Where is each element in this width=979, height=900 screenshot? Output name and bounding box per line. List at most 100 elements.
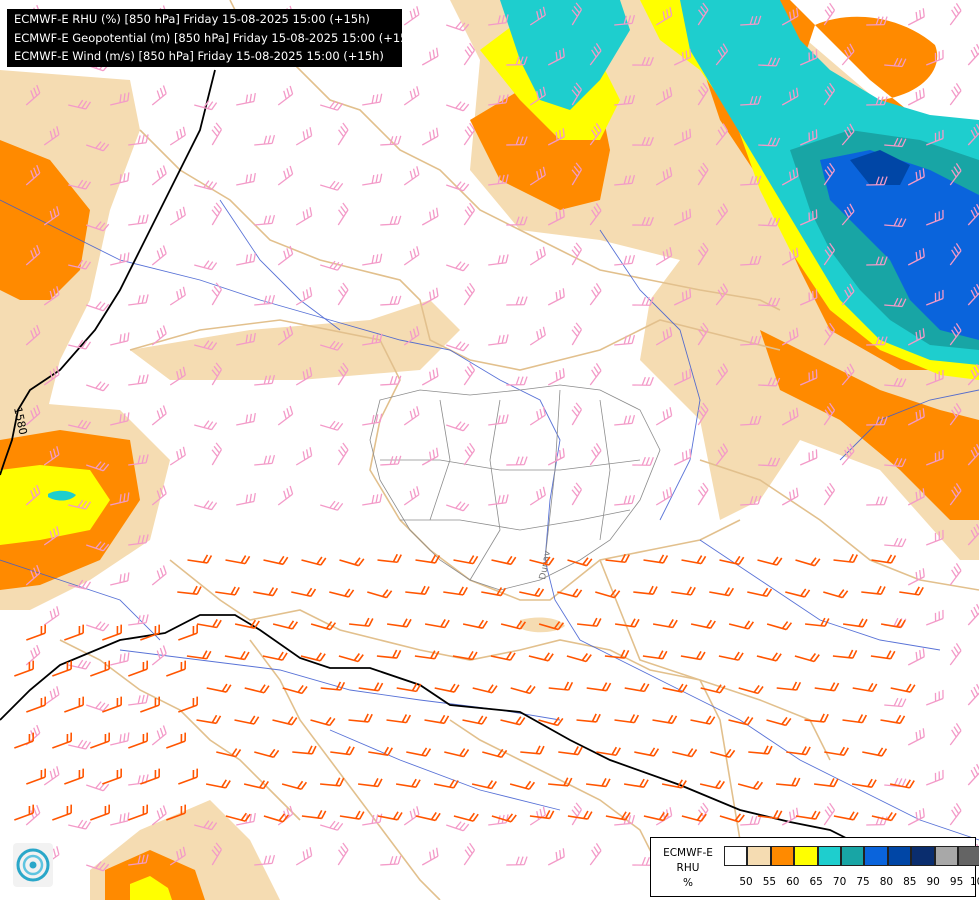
wind-barb: [415, 554, 441, 564]
wind-barb: [571, 402, 583, 426]
wind-barb: [215, 586, 240, 596]
legend-tick-label: 55: [762, 876, 777, 888]
wind-barb: [740, 495, 762, 506]
wind-barb: [547, 128, 565, 146]
wind-barb: [866, 336, 888, 346]
wind-barb: [697, 242, 709, 266]
wind-barb: [781, 807, 799, 826]
wind-barb: [128, 294, 149, 306]
wind-barb: [86, 461, 110, 472]
wind-barb: [102, 624, 123, 641]
wind-barb: [833, 811, 859, 821]
wind-barb: [194, 180, 218, 191]
wind-barb: [310, 716, 336, 727]
wind-barb: [169, 206, 186, 226]
wind-barb: [709, 587, 735, 597]
wind-barb: [715, 283, 729, 306]
wind-barb: [841, 123, 855, 146]
wind-barb: [547, 208, 565, 226]
wind-barbs-light: [25, 2, 979, 872]
wind-barb: [338, 653, 364, 663]
wind-barb: [510, 684, 536, 695]
wind-barb: [605, 553, 630, 564]
wind-barb: [362, 413, 383, 426]
wind-barb: [463, 362, 476, 386]
legend-swatch: [794, 846, 818, 866]
wind-barb: [380, 455, 402, 466]
wind-barb: [110, 492, 130, 506]
wind-barb: [655, 7, 673, 26]
wind-barb: [491, 555, 517, 566]
wind-barb: [52, 804, 73, 821]
wind-barb: [339, 810, 365, 820]
wind-barb: [866, 256, 888, 266]
wind-barb: [254, 294, 276, 306]
wind-barb: [871, 812, 897, 822]
wind-barb: [852, 682, 878, 693]
wind-barb: [330, 746, 355, 756]
wind-barb: [151, 165, 167, 186]
wind-barb: [102, 696, 123, 713]
wind-barb: [362, 493, 383, 506]
wind-barb: [166, 804, 187, 821]
wind-barb: [178, 624, 199, 641]
title-line-rhu: ECMWF-E RHU (%) [850 hPa] Friday 15-08-2…: [14, 12, 370, 26]
wind-barb: [814, 682, 840, 692]
wind-barb: [43, 766, 60, 786]
legend-tick-label: 60: [786, 876, 800, 888]
wind-barb: [589, 283, 602, 306]
wind-barb: [926, 769, 944, 786]
wind-barb: [567, 557, 593, 567]
wind-barb: [263, 813, 289, 823]
wind-barb: [781, 7, 799, 26]
wind-barb: [349, 617, 374, 627]
wind-barb: [421, 447, 439, 466]
wind-barb: [781, 327, 799, 346]
wind-barb: [558, 746, 583, 756]
wind-barb: [673, 368, 692, 386]
wind-barb: [547, 448, 565, 466]
wind-barb: [884, 777, 907, 788]
wind-barb: [907, 248, 925, 266]
wind-barb: [151, 805, 167, 826]
wind-barb: [673, 48, 692, 66]
wind-barb: [740, 815, 762, 826]
wind-barb: [926, 609, 944, 626]
wind-barb: [655, 167, 673, 186]
wind-barb: [452, 650, 478, 661]
wind-barb: [211, 362, 223, 386]
wind-barb: [187, 554, 213, 564]
wind-barb: [224, 650, 250, 661]
wind-barb: [661, 779, 687, 789]
wind-barb: [211, 442, 223, 466]
wind-barb: [434, 683, 460, 693]
wind-barb: [414, 650, 440, 660]
title-line-wind: ECMWF-E Wind (m/s) [850 hPa] Friday 15-0…: [14, 49, 384, 63]
wind-barb: [605, 811, 631, 821]
contour-label-1580: 1580: [11, 406, 30, 436]
wind-barb: [380, 215, 402, 226]
wind-barb: [766, 716, 792, 727]
wind-barb: [841, 203, 855, 226]
wind-barb: [421, 207, 439, 226]
wind-barb: [949, 163, 962, 186]
wind-barb: [614, 94, 636, 106]
legend-tick-label: 65: [809, 876, 823, 888]
wind-barb: [453, 555, 479, 565]
wind-barb: [424, 619, 450, 629]
wind-barb: [403, 486, 420, 506]
wind-barb: [43, 526, 60, 546]
wind-barb: [128, 214, 149, 226]
wind-barb: [738, 684, 764, 695]
wind-barb: [832, 649, 858, 659]
wind-barb: [14, 804, 35, 821]
wind-barb: [589, 203, 602, 226]
wind-barb: [272, 716, 298, 726]
wind-barb: [194, 820, 218, 831]
wind-barb: [757, 556, 783, 566]
wind-barb: [655, 807, 673, 826]
wind-barb: [926, 529, 944, 546]
wind-barb: [68, 259, 92, 270]
wind-barb: [841, 283, 855, 306]
wind-barb: [169, 846, 186, 866]
